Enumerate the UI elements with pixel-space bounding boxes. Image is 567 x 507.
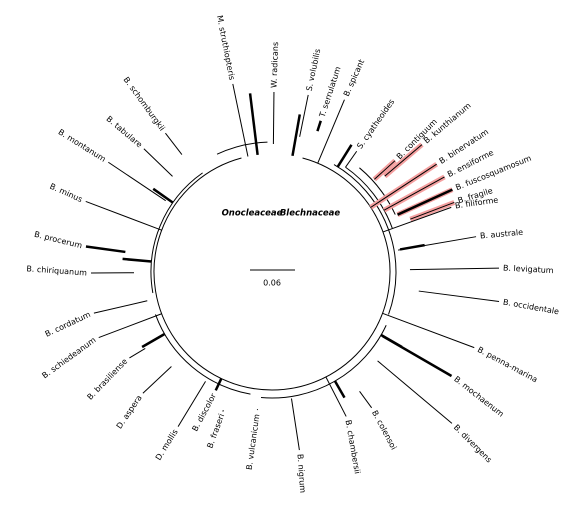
branch	[384, 144, 423, 177]
taxon-label: B. occidentale	[502, 298, 560, 317]
taxon-label: B. fuscosquamosum	[454, 153, 533, 192]
family-label: Onocleaceae	[222, 209, 283, 219]
branch	[382, 206, 452, 233]
taxon-label: B. montanum	[57, 127, 108, 164]
taxon-label: B. nigrum	[296, 454, 308, 494]
branch	[122, 257, 152, 263]
taxon-label: B. fraseri	[205, 412, 226, 449]
branch	[410, 201, 455, 220]
branch	[325, 376, 347, 417]
branch-arc	[345, 166, 393, 229]
taxon-label: W. radicans	[270, 42, 281, 88]
taxon-label: B. schiedeanum	[40, 335, 97, 380]
taxon-label: B. divergens	[452, 423, 494, 465]
branches	[85, 83, 500, 451]
taxon-labels: M. struthiopteris W. radicans S. volubilis…	[26, 15, 560, 494]
branch	[143, 148, 173, 177]
branch	[290, 398, 300, 451]
branch	[377, 360, 453, 424]
taxon-label: B. mochaenum	[452, 374, 505, 418]
branch	[317, 99, 345, 164]
scale-label: 0.06	[263, 279, 281, 288]
branch	[382, 312, 475, 349]
branch-arc	[150, 172, 203, 294]
branch	[141, 332, 166, 349]
branch-arc	[333, 164, 397, 315]
branch	[399, 243, 425, 251]
branch	[152, 187, 174, 204]
branch	[409, 267, 500, 271]
taxon-label: T. serrulatum	[317, 65, 342, 119]
taxon-label: B. vulcanicum	[245, 413, 262, 470]
branch-arc	[359, 167, 396, 215]
branch	[370, 163, 437, 208]
branch	[272, 91, 275, 145]
taxon-label: S. volubilis	[305, 48, 323, 92]
taxon-label: S. cyatheoides	[355, 97, 396, 150]
branch	[299, 94, 309, 137]
branch	[418, 290, 500, 302]
branch	[98, 313, 162, 339]
branch-arc	[153, 157, 391, 391]
branch	[214, 378, 223, 391]
taxon-label: B. penna-marina	[476, 345, 539, 384]
taxon-label: B. australe	[480, 228, 524, 241]
taxon-label: B. colensoi	[370, 409, 398, 452]
taxon-label: D. mollis	[154, 428, 180, 462]
branch-arc	[260, 325, 387, 399]
branch	[359, 391, 373, 409]
taxon-label: B. spicant	[342, 58, 366, 98]
branch-arc	[155, 314, 251, 395]
taxon-label: B. schomburgkii	[122, 75, 167, 132]
branch	[380, 333, 403, 349]
branch	[85, 200, 162, 231]
branch	[177, 381, 206, 427]
taxon-label: B. tabulare	[104, 114, 143, 149]
branch-arc	[216, 141, 268, 155]
branch	[85, 245, 126, 254]
taxon-label: M. struthiopteris	[215, 15, 236, 81]
branch	[316, 120, 322, 132]
branch	[373, 160, 396, 180]
taxon-label: B. cordatum	[44, 310, 92, 339]
branch	[142, 366, 172, 394]
taxon-label: B. chiriquanum	[26, 264, 87, 277]
branch	[165, 132, 183, 155]
branch	[232, 83, 249, 157]
branch	[248, 93, 259, 156]
branch	[108, 161, 166, 202]
taxon-label: B. brasiliense	[85, 357, 129, 402]
branch	[93, 300, 148, 314]
taxon-label: B. chambersii	[344, 419, 362, 474]
taxon-label: B. procerum	[33, 230, 83, 251]
taxon-label: D. aspera	[115, 393, 144, 430]
branch	[333, 380, 346, 399]
branch	[291, 114, 302, 157]
branch	[129, 347, 146, 359]
branch	[336, 144, 353, 168]
taxon-label: B. levigatum	[503, 264, 554, 276]
taxon-label: B. minus	[48, 182, 84, 204]
branch	[383, 176, 445, 211]
branch	[345, 150, 358, 168]
branch	[397, 188, 453, 216]
family-label: Blechnaceae	[280, 209, 341, 219]
